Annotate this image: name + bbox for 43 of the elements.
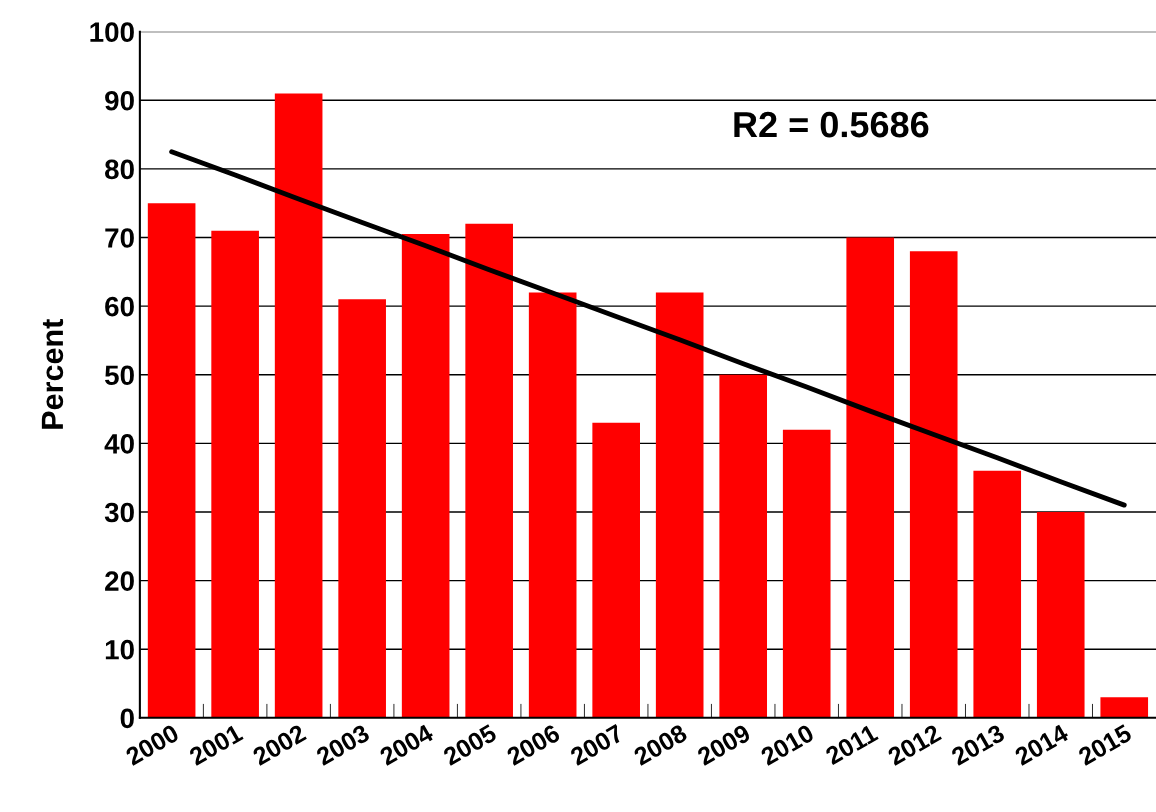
x-tick-label: 2014 (1013, 723, 1070, 766)
bar (782, 429, 831, 718)
x-tick-label: 2007 (569, 723, 625, 766)
x-tick-label: 2012 (886, 723, 943, 766)
bar (1100, 697, 1149, 718)
x-tick-label: 2011 (824, 723, 879, 766)
y-tick-label: 50 (104, 365, 134, 386)
y-tick-label: 90 (105, 90, 134, 111)
bar (528, 292, 577, 718)
x-tick-label: 2006 (505, 723, 562, 766)
bar (719, 374, 768, 718)
y-tick-label: 20 (105, 571, 134, 591)
x-tick-label: 2015 (1077, 723, 1133, 766)
y-tick-label: 40 (104, 434, 134, 454)
y-tick-label: 80 (105, 159, 134, 180)
y-tick-label: 10 (105, 639, 134, 660)
y-tick-label: 100 (90, 22, 134, 43)
annotation: R2 = 0.5686 (734, 111, 929, 138)
x-tick-label: 2003 (315, 723, 371, 766)
bar (973, 470, 1022, 718)
x-tick-label: 2013 (950, 723, 1006, 766)
x-tick-label: 2008 (632, 723, 689, 766)
x-tick-label: 2010 (759, 723, 816, 766)
y-tick-label: 60 (105, 296, 134, 317)
bar (1036, 511, 1085, 718)
y-axis-title: Percent (41, 319, 64, 429)
bar (909, 251, 958, 718)
bar (274, 93, 323, 718)
x-tick-label: 2005 (442, 723, 498, 766)
bar (592, 422, 640, 718)
x-tick-label: 2001 (188, 723, 244, 766)
bar (465, 223, 513, 718)
bar (846, 237, 895, 718)
bar (655, 292, 704, 718)
bar (401, 234, 450, 718)
x-tick-label: 2002 (251, 723, 307, 766)
bar (338, 299, 386, 718)
x-tick-label: 2004 (378, 723, 435, 766)
y-tick-label: 70 (105, 228, 134, 248)
y-tick-label: 30 (104, 502, 134, 523)
bar (147, 203, 196, 718)
bar (211, 230, 259, 718)
x-tick-label: 2009 (696, 723, 752, 766)
